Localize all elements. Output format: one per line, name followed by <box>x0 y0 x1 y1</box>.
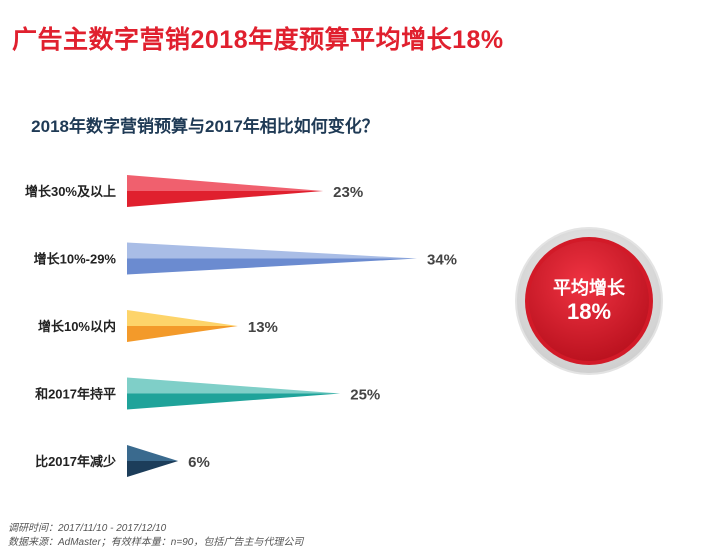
value-label: 13% <box>248 319 278 336</box>
bar-mark-lower <box>127 191 324 207</box>
bar-mark-lower <box>127 393 341 410</box>
badge-value: 18% <box>566 299 612 324</box>
survey-period: 调研时间：2017/11/10 - 2017/12/10 <box>8 523 167 534</box>
bar-mark-lower <box>127 461 179 477</box>
value-label: 25% <box>350 387 380 404</box>
bar-mark-upper <box>127 242 417 259</box>
category-label: 比2017年减少 <box>35 454 116 469</box>
value-label: 6% <box>188 454 210 471</box>
page-title: 广告主数字营销2018年度预算平均增长18% <box>12 26 504 54</box>
bar-mark-upper <box>127 310 238 326</box>
category-label: 增长10%-29% <box>34 252 117 267</box>
bar-mark-upper <box>127 175 324 191</box>
category-label: 和2017年持平 <box>35 387 116 402</box>
bar-mark-upper <box>127 445 179 461</box>
badge-circle <box>515 227 663 375</box>
badge-label: 平均增长 <box>553 278 625 298</box>
bar-mark-lower <box>127 326 238 342</box>
bar-mark-lower <box>127 258 417 275</box>
bar-mark-upper <box>127 377 341 394</box>
footer: 调研时间：2017/11/10 - 2017/12/10 数据来源：AdMast… <box>8 522 303 550</box>
chart-title: 2018年数字营销预算与2017年相比如何变化？ <box>31 117 379 136</box>
value-label: 23% <box>333 184 363 201</box>
category-label: 增长10%以内 <box>38 319 116 334</box>
data-source: 数据来源：AdMaster；有效样本量：n=90，包括广告主与代理公司 <box>8 537 304 548</box>
category-label: 增长30%及以上 <box>25 184 116 199</box>
average-growth-badge: 平均增长 18% <box>513 225 665 377</box>
value-label: 34% <box>427 252 457 269</box>
